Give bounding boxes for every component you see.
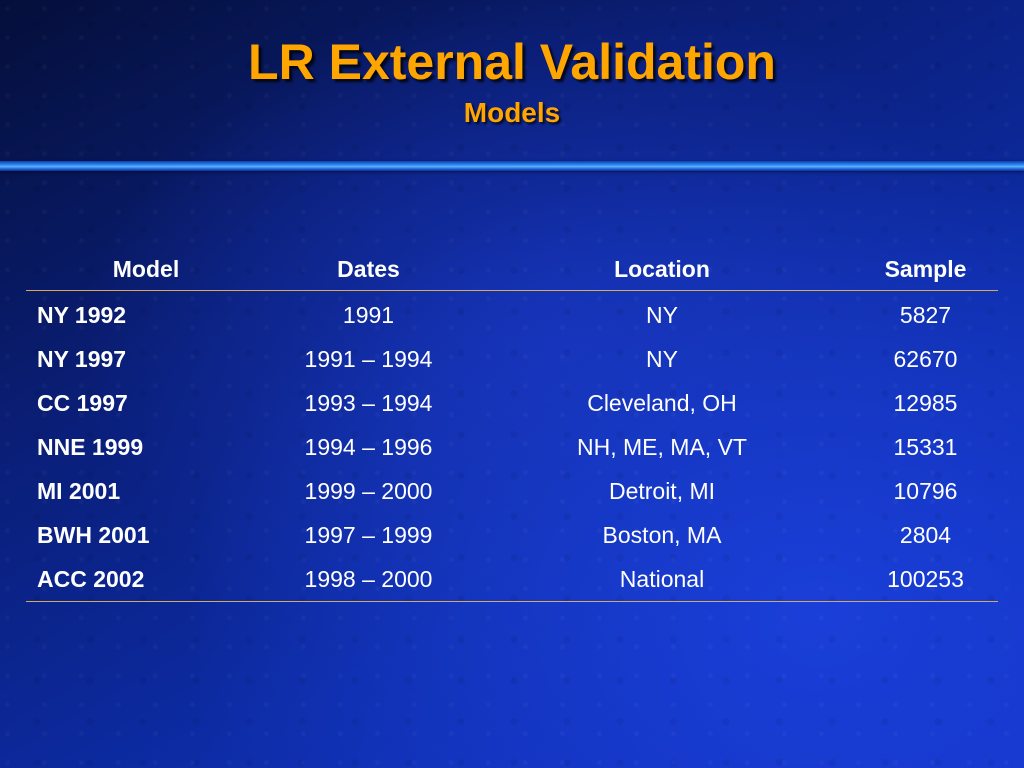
cell-dates: 1993 – 1994 [304, 389, 433, 416]
header-dates: Dates [266, 248, 471, 291]
models-table: Model Dates Location Sample NY 1992 1991… [26, 248, 998, 602]
table-row: NY 1992 1991 NY 5827 [26, 291, 998, 338]
cell-model: NY 1992 [37, 301, 127, 328]
cell-sample: 100253 [853, 557, 998, 602]
cell-sample: 10796 [893, 477, 958, 504]
cell-dates: 1991 [342, 301, 395, 328]
cell-dates: 1998 – 2000 [266, 557, 471, 602]
cell-model: BWH 2001 [37, 521, 150, 548]
cell-location: NY [646, 301, 678, 328]
cell-dates: 1994 – 1996 [304, 433, 433, 460]
cell-sample: 15331 [893, 433, 958, 460]
header-model: Model [26, 248, 266, 291]
cell-dates: 1997 – 1999 [304, 521, 433, 548]
cell-location: NH, ME, MA, VT [577, 433, 747, 460]
table-row: ACC 2002 1998 – 2000 National 100253 [26, 557, 998, 602]
slide-subtitle: Models [463, 97, 561, 128]
cell-model: NY 1997 [37, 345, 127, 372]
table-header-row: Model Dates Location Sample [26, 248, 998, 291]
header-location: Location [471, 248, 853, 291]
cell-sample: 2804 [899, 521, 952, 548]
cell-location: Detroit, MI [608, 477, 716, 504]
header-sample: Sample [853, 248, 998, 291]
cell-location: Cleveland, OH [587, 389, 737, 416]
cell-sample: 5827 [899, 301, 952, 328]
title-divider [0, 161, 1024, 171]
table-row: NNE 1999 1994 – 1996 NH, ME, MA, VT 1533… [26, 425, 998, 469]
table-row: CC 1997 1993 – 1994 Cleveland, OH 12985 [26, 381, 998, 425]
slide-title: LR External Validation [248, 34, 776, 90]
cell-sample: 62670 [893, 345, 958, 372]
cell-model: ACC 2002 [26, 557, 266, 602]
cell-model: MI 2001 [37, 477, 121, 504]
cell-location: Boston, MA [602, 521, 722, 548]
cell-dates: 1999 – 2000 [304, 477, 433, 504]
table-row: BWH 2001 1997 – 1999 Boston, MA 2804 [26, 513, 998, 557]
cell-model: CC 1997 [37, 389, 128, 416]
cell-location: National [471, 557, 853, 602]
table-row: NY 1997 1991 – 1994 NY 62670 [26, 337, 998, 381]
table-row: MI 2001 1999 – 2000 Detroit, MI 10796 [26, 469, 998, 513]
cell-location: NY [646, 345, 678, 372]
cell-sample: 12985 [893, 389, 958, 416]
cell-dates: 1991 – 1994 [304, 345, 433, 372]
cell-model: NNE 1999 [37, 433, 144, 460]
